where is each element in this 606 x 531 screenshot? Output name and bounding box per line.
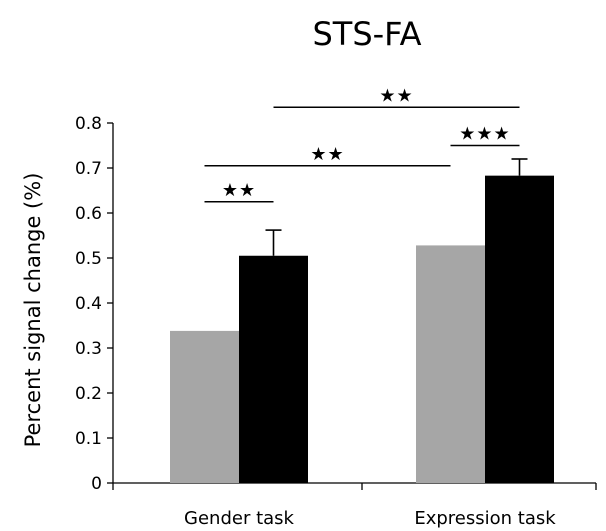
bar	[416, 245, 485, 483]
y-axis-label: Percent signal change (%)	[21, 173, 45, 448]
bar	[239, 255, 308, 483]
y-tick-label: 0.8	[75, 114, 102, 134]
bars-group	[170, 175, 554, 483]
x-tick-label: Expression task	[414, 508, 556, 529]
y-tick-label: 0.1	[75, 429, 102, 449]
error-bars-group	[265, 158, 528, 256]
y-tick-label: 0.7	[75, 159, 102, 179]
significance-stars: ★★★	[459, 124, 510, 145]
y-tick-label: 0.2	[75, 384, 102, 404]
significance-stars: ★★	[379, 85, 413, 106]
y-tick-label: 0.3	[75, 339, 102, 359]
y-tick-label: 0.5	[75, 249, 102, 269]
y-axis: 0 0.1 0.2 0.3 0.4 0.5 0.6 0.7 0.8	[75, 114, 114, 494]
x-tick-label: Gender task	[184, 508, 295, 529]
bar	[170, 330, 239, 483]
chart-title: STS-FA	[312, 15, 421, 53]
y-tick-label: 0.6	[75, 204, 102, 224]
y-tick-label: 0	[91, 474, 102, 494]
significance-stars: ★★	[222, 180, 256, 201]
bar	[485, 175, 554, 483]
x-axis: Gender task Expression task	[112, 482, 597, 529]
significance-stars: ★★	[310, 144, 344, 165]
y-tick-label: 0.4	[75, 294, 102, 314]
significance-group: ★★★★★★★★★	[204, 85, 520, 203]
